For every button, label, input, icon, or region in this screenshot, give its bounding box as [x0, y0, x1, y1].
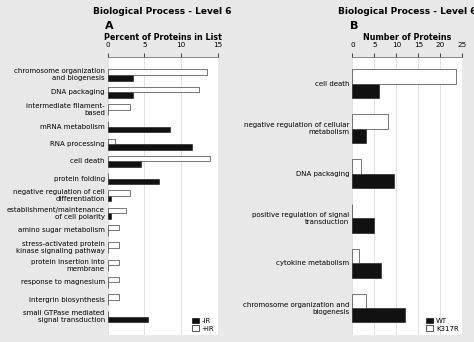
- Bar: [108, 92, 133, 98]
- Legend: -IR, +IR: -IR, +IR: [192, 317, 214, 332]
- Bar: [108, 156, 210, 161]
- X-axis label: Number of Proteins: Number of Proteins: [363, 34, 452, 42]
- Bar: [108, 144, 192, 149]
- Bar: [108, 179, 159, 184]
- Bar: [108, 69, 207, 75]
- Bar: [108, 127, 170, 132]
- Bar: [108, 139, 115, 144]
- Bar: [352, 263, 381, 278]
- Bar: [108, 104, 129, 109]
- Bar: [108, 196, 111, 201]
- X-axis label: Percent of Proteins in List: Percent of Proteins in List: [104, 34, 221, 42]
- Bar: [352, 69, 456, 84]
- Bar: [352, 173, 394, 188]
- Text: A: A: [105, 21, 114, 31]
- Title: Biological Process - Level 6: Biological Process - Level 6: [93, 7, 232, 16]
- Bar: [108, 225, 118, 231]
- Bar: [352, 114, 388, 129]
- Bar: [352, 218, 374, 233]
- Title: Biological Process - Level 6: Biological Process - Level 6: [338, 7, 474, 16]
- Bar: [108, 208, 126, 213]
- Bar: [108, 213, 111, 219]
- Bar: [352, 129, 365, 143]
- Bar: [108, 75, 133, 80]
- Bar: [108, 242, 118, 248]
- Bar: [352, 159, 361, 173]
- Bar: [108, 190, 129, 196]
- Legend: WT, K317R: WT, K317R: [427, 317, 459, 332]
- Bar: [352, 308, 405, 323]
- Bar: [108, 260, 118, 265]
- Text: B: B: [350, 21, 358, 31]
- Bar: [108, 277, 118, 282]
- Bar: [352, 294, 365, 308]
- Bar: [108, 294, 118, 300]
- Bar: [108, 87, 200, 92]
- Bar: [108, 317, 148, 323]
- Bar: [352, 249, 359, 263]
- Bar: [352, 84, 379, 98]
- Bar: [108, 161, 141, 167]
